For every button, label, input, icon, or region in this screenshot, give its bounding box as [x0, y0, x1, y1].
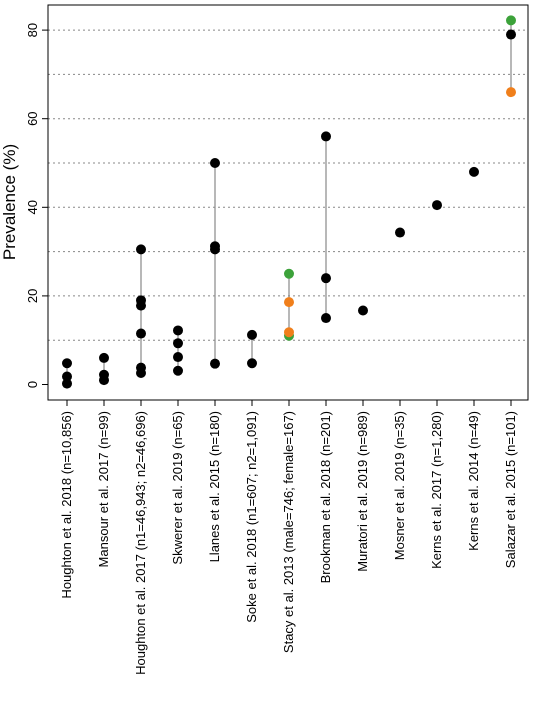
data-point: [136, 300, 146, 311]
data-point: [506, 87, 516, 98]
x-axis: Houghton et al. 2018 (n=10,856) Mansour e…: [59, 400, 518, 675]
x-tick-label: Mosner et al. 2019 (n=35): [392, 411, 407, 560]
y-axis: 0 20 40 60 80: [25, 23, 48, 388]
y-tick-label: 60: [25, 111, 40, 125]
x-tick-label: Llanes et al. 2015 (n=180): [207, 411, 222, 562]
data-points: [62, 15, 516, 389]
data-point: [506, 15, 516, 26]
y-tick-label: 0: [25, 381, 40, 388]
data-point: [99, 375, 109, 386]
data-point: [62, 358, 72, 369]
data-point: [173, 352, 183, 363]
data-point: [284, 268, 294, 279]
x-tick-label: Kerns et al. 2014 (n=49): [466, 411, 481, 551]
data-point: [358, 305, 368, 316]
data-point: [469, 166, 479, 177]
data-point: [136, 328, 146, 339]
data-point: [210, 244, 220, 255]
data-point: [136, 367, 146, 378]
plot-frame: [47, 4, 529, 401]
x-tick-label: Salazar et al. 2015 (n=101): [503, 411, 518, 568]
data-point: [321, 273, 331, 284]
data-point: [99, 352, 109, 363]
y-tick-label: 20: [25, 289, 40, 303]
x-tick-label: Muratori et al. 2019 (n=989): [355, 411, 370, 572]
data-point: [506, 29, 516, 40]
data-point: [62, 378, 72, 389]
data-point: [173, 338, 183, 349]
y-tick-label: 40: [25, 200, 40, 214]
x-tick-label: Skwerer et al. 2019 (n=65): [170, 411, 185, 565]
data-point: [173, 325, 183, 336]
data-point: [321, 131, 331, 142]
data-point: [432, 200, 442, 211]
data-point: [247, 329, 257, 340]
x-tick-label: Kerns et al. 2017 (n=1,280): [429, 411, 444, 569]
x-tick-label: Soke et al. 2018 (n1=607; n2=1,091): [244, 411, 259, 623]
data-point: [210, 158, 220, 168]
data-point: [247, 358, 257, 369]
data-point: [136, 244, 146, 255]
x-tick-label: Stacy et al. 2013 (male=746; female=167): [281, 411, 296, 653]
data-point: [62, 371, 72, 382]
gridlines: [48, 29, 528, 341]
x-tick-label: Houghton et al. 2017 (n1=46,943; n2=46,6…: [133, 411, 148, 675]
data-point: [395, 227, 405, 238]
x-tick-label: Brookman et al. 2018 (n=201): [318, 411, 333, 583]
y-tick-label: 80: [25, 23, 40, 37]
x-tick-label: Houghton et al. 2018 (n=10,856): [59, 411, 74, 599]
y-axis-title: Prevalence (%): [0, 144, 19, 260]
data-point: [284, 297, 294, 308]
data-point: [210, 358, 220, 369]
x-tick-label: Mansour et al. 2017 (n=99): [96, 411, 111, 567]
data-point: [173, 365, 183, 376]
data-point: [321, 313, 331, 324]
data-point: [284, 327, 294, 338]
